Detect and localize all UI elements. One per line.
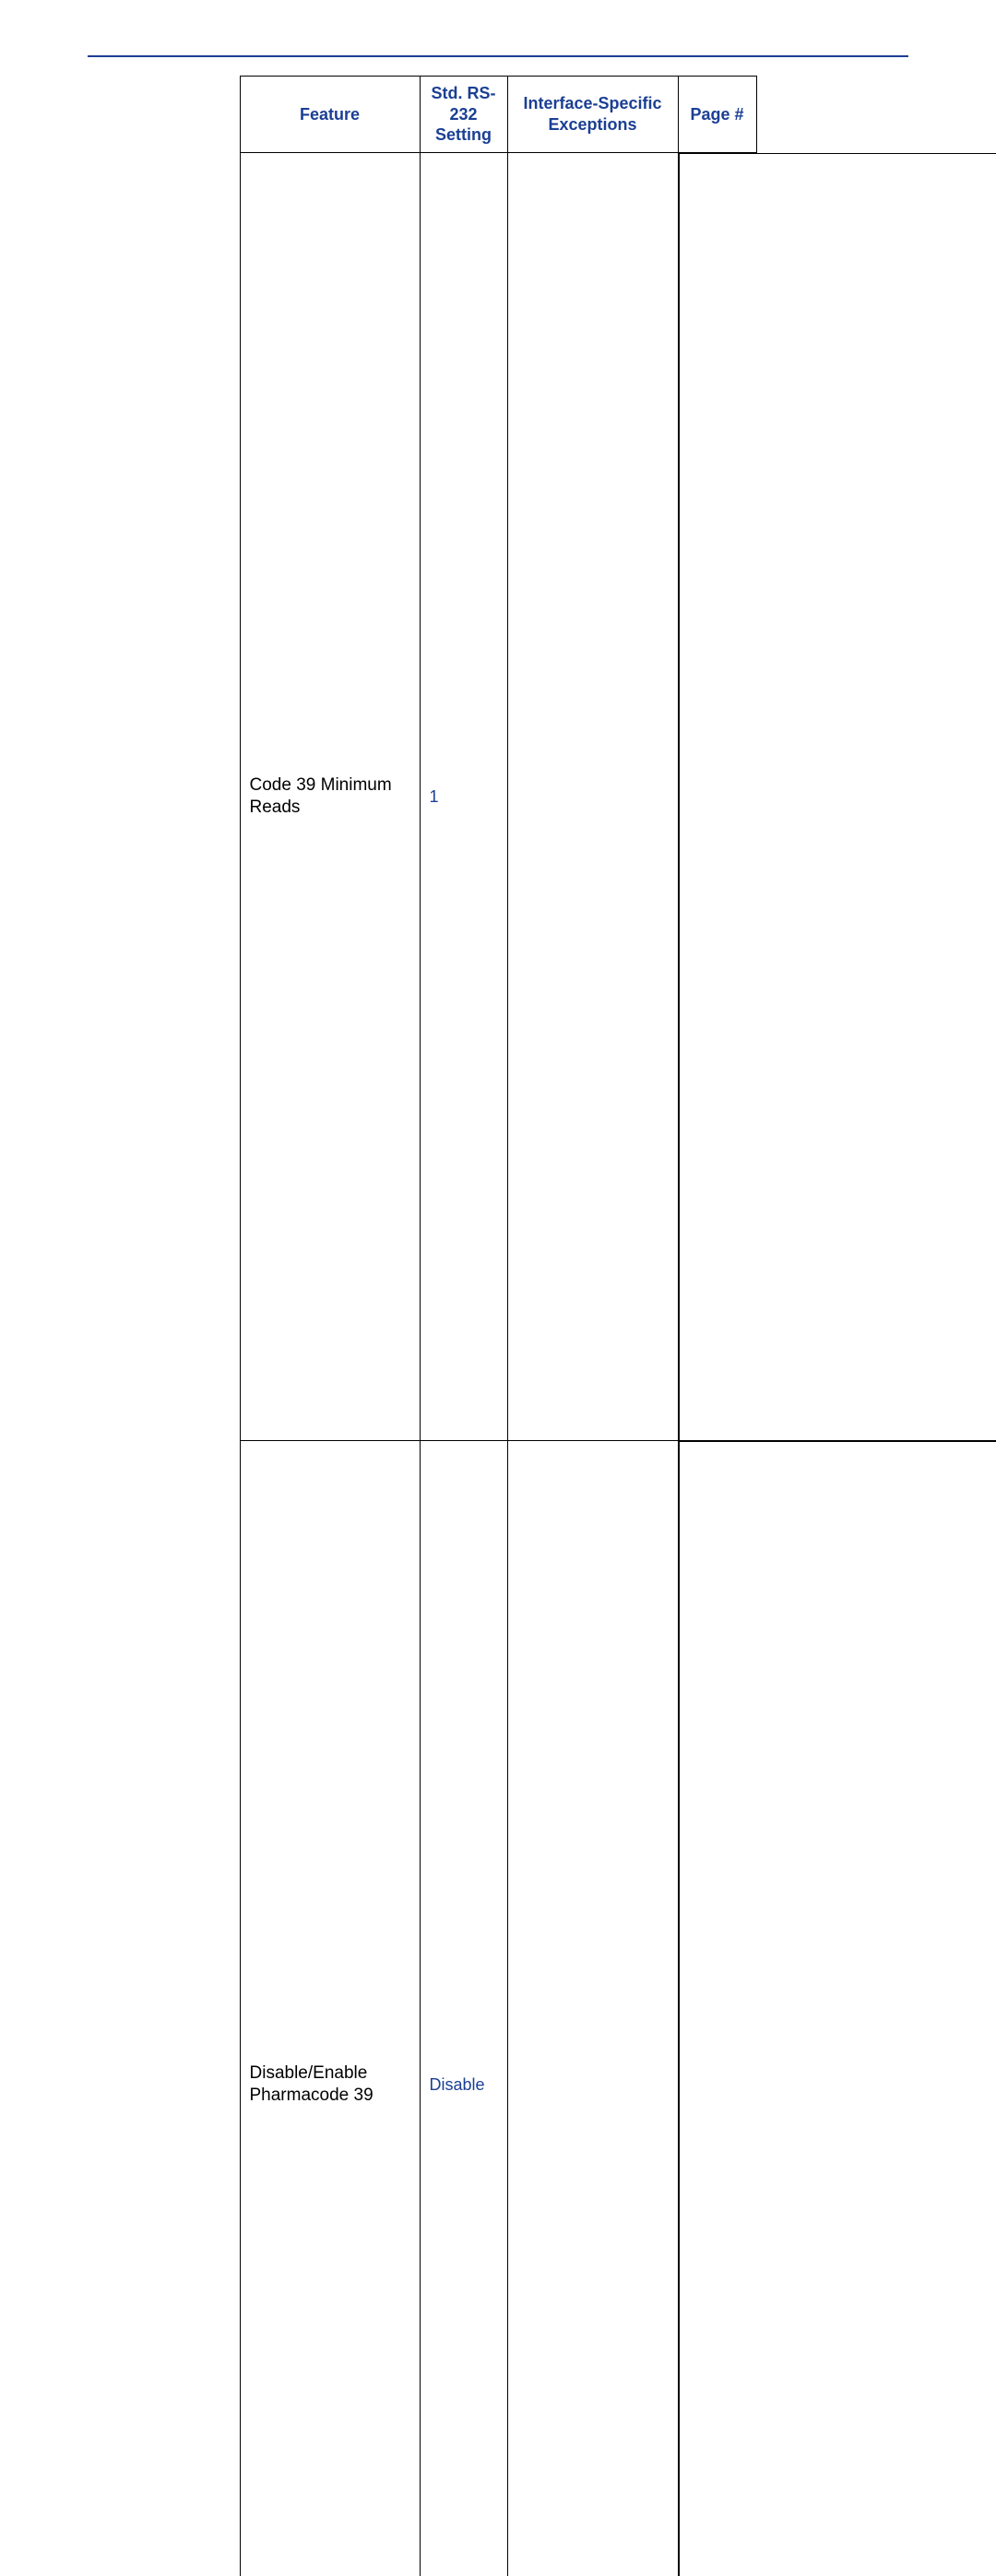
col-exceptions: Interface-Specific Exceptions (507, 77, 678, 153)
cell-setting: 1 (420, 152, 507, 1441)
cell-setting: Disable (420, 1441, 507, 2576)
col-feature: Feature (240, 77, 420, 153)
table-header-row: Feature Std. RS-232 Setting Interface-Sp… (240, 77, 756, 153)
col-setting: Std. RS-232 Setting (420, 77, 507, 153)
cell-page: 5-33 (679, 1441, 996, 2576)
table-row: Disable/Enable Pharmacode 39Disable5-33 (240, 1441, 756, 2576)
table-row: Code 39 Minimum Reads15-32 (240, 152, 756, 1441)
header-rule (88, 55, 908, 57)
cell-exceptions (507, 152, 678, 1441)
cell-exceptions (507, 1441, 678, 2576)
table-body: Code 39 Minimum Reads15-32Disable/Enable… (240, 152, 756, 2576)
cell-feature: Code 39 Minimum Reads (240, 152, 420, 1441)
cell-page: 5-32 (679, 153, 996, 1441)
table-container: Feature Std. RS-232 Setting Interface-Sp… (88, 76, 908, 2576)
settings-table: Feature Std. RS-232 Setting Interface-Sp… (240, 76, 757, 2576)
col-page: Page # (678, 77, 756, 153)
cell-feature: Disable/Enable Pharmacode 39 (240, 1441, 420, 2576)
page: Feature Std. RS-232 Setting Interface-Sp… (0, 0, 996, 1288)
